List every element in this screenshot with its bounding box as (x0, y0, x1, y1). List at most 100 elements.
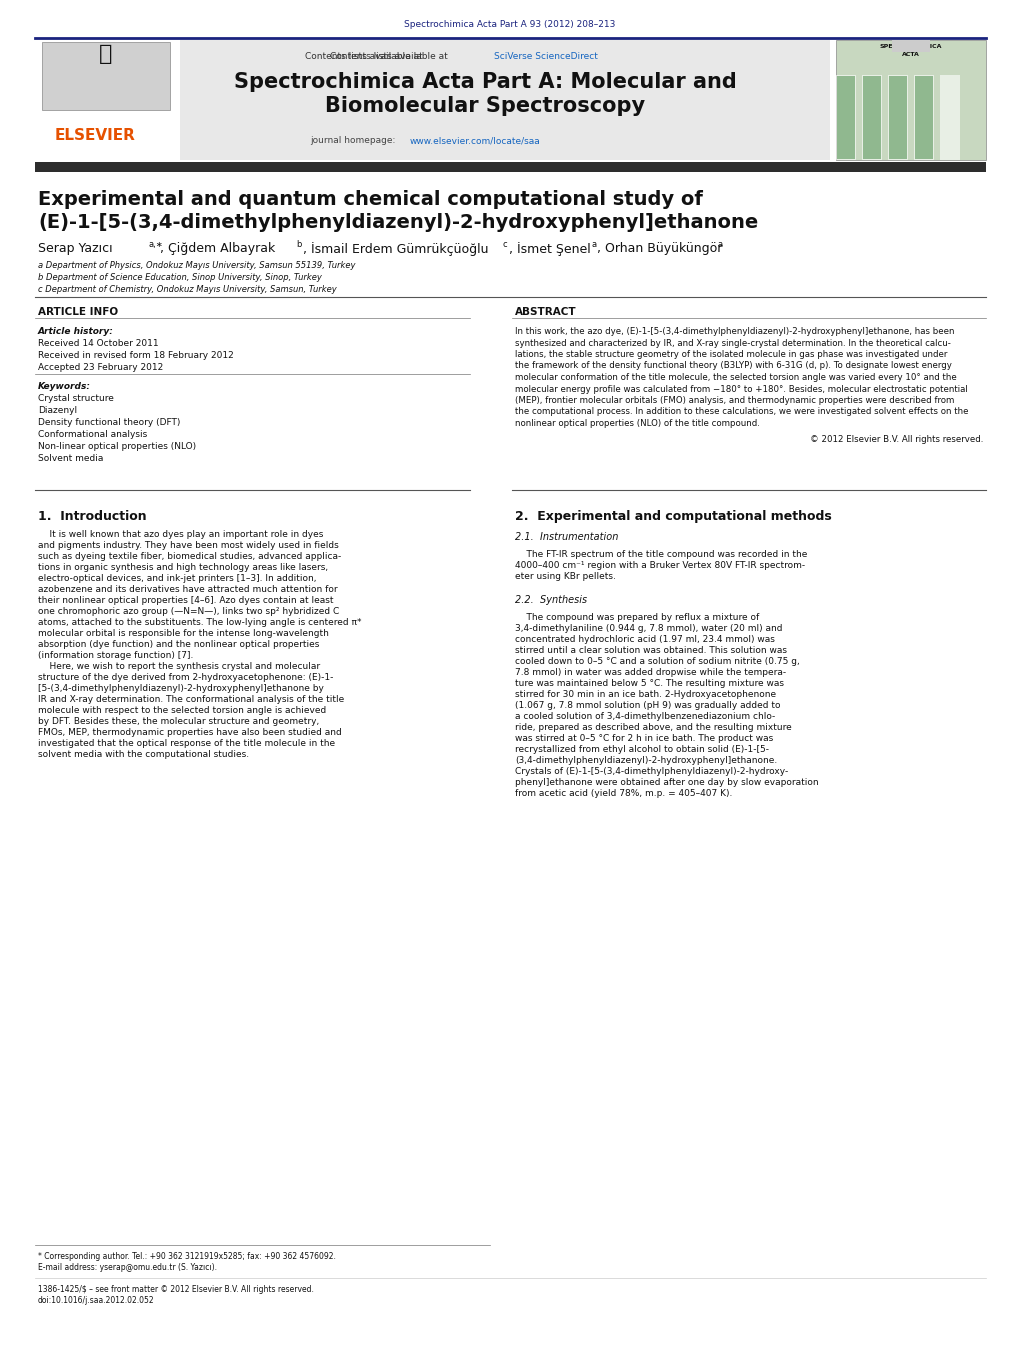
Text: Article history:: Article history: (38, 327, 114, 336)
Text: 1.  Introduction: 1. Introduction (38, 509, 147, 523)
Bar (42, 42, 171, 109)
Text: Non-linear optical properties (NLO): Non-linear optical properties (NLO) (38, 442, 196, 451)
Text: © 2012 Elsevier B.V. All rights reserved.: © 2012 Elsevier B.V. All rights reserved… (810, 435, 983, 443)
Text: ACTA: ACTA (903, 51, 920, 57)
Text: (1.067 g, 7.8 mmol solution (pH 9) was gradually added to: (1.067 g, 7.8 mmol solution (pH 9) was g… (515, 701, 780, 711)
Bar (940, 76, 960, 159)
Bar (836, 41, 986, 159)
Text: and pigments industry. They have been most widely used in fields: and pigments industry. They have been mo… (38, 540, 339, 550)
Text: molecular energy profile was calculated from −180° to +180°. Besides, molecular : molecular energy profile was calculated … (515, 385, 968, 393)
Text: 2.  Experimental and computational methods: 2. Experimental and computational method… (515, 509, 832, 523)
Text: azobenzene and its derivatives have attracted much attention for: azobenzene and its derivatives have attr… (38, 585, 338, 594)
Bar (837, 76, 855, 159)
Text: b: b (296, 240, 301, 249)
Text: In this work, the azo dye, (E)-1-[5-(3,4-dimethylphenyldiazenyl)-2-hydroxyphenyl: In this work, the azo dye, (E)-1-[5-(3,4… (515, 327, 955, 336)
Text: a,∗: a,∗ (148, 240, 162, 249)
Text: electro-optical devices, and ink-jet printers [1–3]. In addition,: electro-optical devices, and ink-jet pri… (38, 574, 317, 584)
Text: Keywords:: Keywords: (38, 382, 91, 390)
Text: Received 14 October 2011: Received 14 October 2011 (38, 339, 158, 349)
Text: the framework of the density functional theory (B3LYP) with 6-31G (d, p). To des: the framework of the density functional … (515, 362, 952, 370)
Text: stirred for 30 min in an ice bath. 2-Hydroxyacetophenone: stirred for 30 min in an ice bath. 2-Hyd… (515, 690, 776, 698)
Text: Biomolecular Spectroscopy: Biomolecular Spectroscopy (325, 96, 645, 116)
Text: was stirred at 0–5 °C for 2 h in ice bath. The product was: was stirred at 0–5 °C for 2 h in ice bat… (515, 734, 773, 743)
Text: Accepted 23 February 2012: Accepted 23 February 2012 (38, 363, 163, 372)
Text: stirred until a clear solution was obtained. This solution was: stirred until a clear solution was obtai… (515, 646, 787, 655)
Text: such as dyeing textile fiber, biomedical studies, advanced applica-: such as dyeing textile fiber, biomedical… (38, 553, 341, 561)
Text: nonlinear optical properties (NLO) of the title compound.: nonlinear optical properties (NLO) of th… (515, 419, 760, 428)
Text: cooled down to 0–5 °C and a solution of sodium nitrite (0.75 g,: cooled down to 0–5 °C and a solution of … (515, 657, 799, 666)
Text: Spectrochimica Acta Part A: Molecular and: Spectrochimica Acta Part A: Molecular an… (234, 72, 736, 92)
Text: 🌳: 🌳 (99, 45, 112, 63)
Text: ABSTRACT: ABSTRACT (515, 307, 577, 317)
Text: from acetic acid (yield 78%, m.p. = 405–407 K).: from acetic acid (yield 78%, m.p. = 405–… (515, 789, 732, 798)
Text: a cooled solution of 3,4-dimethylbenzenediazonium chlo-: a cooled solution of 3,4-dimethylbenzene… (515, 712, 775, 721)
Text: Experimental and quantum chemical computational study of: Experimental and quantum chemical comput… (38, 190, 702, 209)
Text: Contents lists available at: Contents lists available at (305, 51, 426, 61)
Text: (E)-1-[5-(3,4-dimethylphenyldiazenyl)-2-hydroxyphenyl]ethanone: (E)-1-[5-(3,4-dimethylphenyldiazenyl)-2-… (38, 213, 759, 232)
Text: phenyl]ethanone were obtained after one day by slow evaporation: phenyl]ethanone were obtained after one … (515, 778, 819, 788)
Text: [5-(3,4-dimethylphenyldiazenyl)-2-hydroxyphenyl]ethanone by: [5-(3,4-dimethylphenyldiazenyl)-2-hydrox… (38, 684, 324, 693)
Text: It is well known that azo dyes play an important role in dyes: It is well known that azo dyes play an i… (38, 530, 324, 539)
Text: eter using KBr pellets.: eter using KBr pellets. (515, 571, 616, 581)
Text: the computational process. In addition to these calculations, we were investigat: the computational process. In addition t… (515, 408, 969, 416)
Text: by DFT. Besides these, the molecular structure and geometry,: by DFT. Besides these, the molecular str… (38, 717, 320, 725)
Text: IR and X-ray determination. The conformational analysis of the title: IR and X-ray determination. The conforma… (38, 694, 344, 704)
Text: The FT-IR spectrum of the title compound was recorded in the: The FT-IR spectrum of the title compound… (515, 550, 808, 559)
Text: Crystals of (E)-1-[5-(3,4-dimethylphenyldiazenyl)-2-hydroxy-: Crystals of (E)-1-[5-(3,4-dimethylphenyl… (515, 767, 788, 775)
Text: 2.1.  Instrumentation: 2.1. Instrumentation (515, 532, 619, 542)
Text: , Orhan Büyüküngör: , Orhan Büyüküngör (597, 242, 723, 255)
Text: journal homepage:: journal homepage: (310, 136, 398, 145)
Text: Contents lists available at: Contents lists available at (330, 51, 450, 61)
Text: Conformational analysis: Conformational analysis (38, 430, 147, 439)
Text: solvent media with the computational studies.: solvent media with the computational stu… (38, 750, 249, 759)
Text: , İsmet Şenel: , İsmet Şenel (509, 242, 591, 255)
Text: Diazenyl: Diazenyl (38, 407, 78, 415)
Text: (3,4-dimethylphenyldiazenyl)-2-hydroxyphenyl]ethanone.: (3,4-dimethylphenyldiazenyl)-2-hydroxyph… (515, 757, 777, 765)
Text: lations, the stable structure geometry of the isolated molecule in gas phase was: lations, the stable structure geometry o… (515, 350, 947, 359)
Bar (915, 76, 933, 159)
Bar (862, 76, 882, 159)
Text: Spectrochimica Acta Part A 93 (2012) 208–213: Spectrochimica Acta Part A 93 (2012) 208… (404, 20, 616, 28)
Text: 1386-1425/$ – see front matter © 2012 Elsevier B.V. All rights reserved.: 1386-1425/$ – see front matter © 2012 El… (38, 1285, 313, 1294)
Text: SciVerse ScienceDirect: SciVerse ScienceDirect (494, 51, 598, 61)
Bar (35, 162, 986, 172)
Text: Received in revised form 18 February 2012: Received in revised form 18 February 201… (38, 351, 234, 359)
Text: E-mail address: yserap@omu.edu.tr (S. Yazıcı).: E-mail address: yserap@omu.edu.tr (S. Ya… (38, 1263, 217, 1273)
Bar (889, 76, 907, 159)
Text: structure of the dye derived from 2-hydroxyacetophenone: (E)-1-: structure of the dye derived from 2-hydr… (38, 673, 334, 682)
Text: ride, prepared as described above, and the resulting mixture: ride, prepared as described above, and t… (515, 723, 791, 732)
Text: Density functional theory (DFT): Density functional theory (DFT) (38, 417, 181, 427)
Text: absorption (dye function) and the nonlinear optical properties: absorption (dye function) and the nonlin… (38, 640, 320, 648)
Text: , Çiğdem Albayrak: , Çiğdem Albayrak (160, 242, 276, 255)
Text: synthesized and characterized by IR, and X-ray single-crystal determination. In : synthesized and characterized by IR, and… (515, 339, 951, 347)
Text: Crystal structure: Crystal structure (38, 394, 114, 403)
Text: Here, we wish to report the synthesis crystal and molecular: Here, we wish to report the synthesis cr… (38, 662, 321, 671)
Bar (863, 76, 881, 159)
Text: investigated that the optical response of the title molecule in the: investigated that the optical response o… (38, 739, 335, 748)
Text: atoms, attached to the substituents. The low-lying angle is centered π*: atoms, attached to the substituents. The… (38, 617, 361, 627)
Text: their nonlinear optical properties [4–6]. Azo dyes contain at least: their nonlinear optical properties [4–6]… (38, 596, 334, 605)
Text: * Corresponding author. Tel.: +90 362 3121919x5285; fax: +90 362 4576092.: * Corresponding author. Tel.: +90 362 31… (38, 1252, 336, 1260)
Text: a: a (591, 240, 596, 249)
Text: (MEP), frontier molecular orbitals (FMO) analysis, and thermodynamic properties : (MEP), frontier molecular orbitals (FMO)… (515, 396, 955, 405)
Text: , İsmail Erdem Gümrükçüoğlu: , İsmail Erdem Gümrükçüoğlu (303, 242, 488, 255)
Text: one chromophoric azo group (—N=N—), links two sp² hybridized C: one chromophoric azo group (—N=N—), link… (38, 607, 339, 616)
Text: c: c (502, 240, 506, 249)
Text: recrystallized from ethyl alcohol to obtain solid (E)-1-[5-: recrystallized from ethyl alcohol to obt… (515, 744, 769, 754)
Text: a Department of Physics, Ondokuz Mayıs University, Samsun 55139, Turkey: a Department of Physics, Ondokuz Mayıs U… (38, 261, 355, 270)
Text: www.elsevier.com/locate/saa: www.elsevier.com/locate/saa (410, 136, 541, 145)
Text: 3,4-dimethylaniline (0.944 g, 7.8 mmol), water (20 ml) and: 3,4-dimethylaniline (0.944 g, 7.8 mmol),… (515, 624, 782, 634)
Text: Serap Yazıcı: Serap Yazıcı (38, 242, 112, 255)
Text: 2.2.  Synthesis: 2.2. Synthesis (515, 594, 587, 605)
Text: concentrated hydrochloric acid (1.97 ml, 23.4 mmol) was: concentrated hydrochloric acid (1.97 ml,… (515, 635, 775, 644)
Text: ARTICLE INFO: ARTICLE INFO (38, 307, 118, 317)
Text: 7.8 mmol) in water was added dropwise while the tempera-: 7.8 mmol) in water was added dropwise wh… (515, 667, 786, 677)
Text: Solvent media: Solvent media (38, 454, 103, 463)
Text: molecular orbital is responsible for the intense long-wavelength: molecular orbital is responsible for the… (38, 630, 329, 638)
Bar (35, 41, 180, 159)
Text: The compound was prepared by reflux a mixture of: The compound was prepared by reflux a mi… (515, 613, 760, 621)
Text: FMOs, MEP, thermodynamic properties have also been studied and: FMOs, MEP, thermodynamic properties have… (38, 728, 342, 738)
Text: SPECTROCHIMICA: SPECTROCHIMICA (880, 45, 942, 49)
Text: a: a (718, 240, 723, 249)
Bar (35, 41, 830, 159)
